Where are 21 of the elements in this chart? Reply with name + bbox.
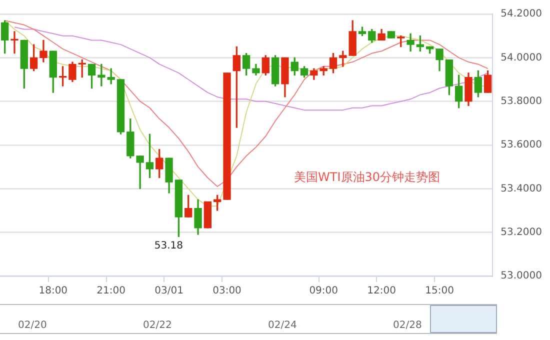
y-tick-label: 53.4000 <box>500 183 542 194</box>
range-slider: 02/20 02/22 02/24 02/28 <box>0 304 497 334</box>
candlestick <box>339 50 347 67</box>
x-tick-label: 09:00 <box>309 286 338 297</box>
y-tick-label: 54.2000 <box>500 8 542 20</box>
annotation: 53.18 <box>154 240 184 252</box>
x-tick-label: 18:00 <box>38 286 68 297</box>
x-tick-label: 03:00 <box>212 286 242 297</box>
y-tick-label: 53.8000 <box>500 96 542 107</box>
x-tick-label: 21:00 <box>96 286 126 297</box>
candlestick <box>98 64 106 86</box>
y-tick-label: 53.0000 <box>500 270 542 282</box>
x-tick-label: 15:00 <box>425 286 454 297</box>
y-tick-label: 53.6000 <box>500 140 542 151</box>
x-tick-label: 03/01 <box>154 286 184 297</box>
text: 美国WTI原油30分钟走势图 <box>294 170 440 184</box>
candlestick <box>136 156 144 189</box>
y-tick-label: 54.0000 <box>500 52 542 64</box>
candlestick <box>10 31 18 54</box>
x-tick-label: 12:00 <box>367 286 396 297</box>
y-tick-label: 53.2000 <box>500 226 542 238</box>
